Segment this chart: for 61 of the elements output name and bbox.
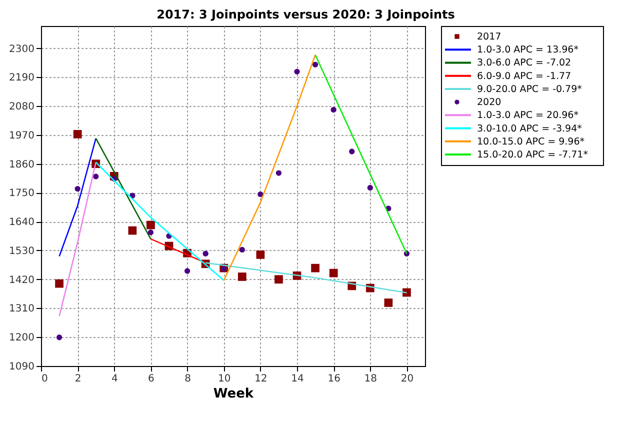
y-tick-label: 2300 — [9, 44, 34, 55]
point — [329, 268, 338, 278]
x-axis-title: Week — [213, 386, 254, 402]
point — [367, 184, 373, 191]
legend-label: 3.0-6.0 APC = -7.02 — [477, 58, 572, 69]
point — [184, 268, 190, 274]
y-tick-label: 2080 — [9, 102, 34, 113]
x-tick-label: 0 — [42, 374, 48, 384]
point — [93, 174, 99, 180]
x-tick-label: 16 — [328, 374, 340, 384]
line-series — [223, 54, 316, 282]
legend-label: 2020 — [477, 97, 502, 108]
y-tick-label: 1970 — [9, 130, 34, 142]
point — [258, 191, 264, 198]
point — [73, 130, 82, 138]
point — [294, 68, 300, 75]
point — [384, 298, 393, 307]
point — [146, 220, 155, 230]
legend-label: 15.0-20.0 APC = -7.71* — [477, 150, 588, 161]
point — [74, 186, 80, 192]
point — [128, 226, 137, 235]
x-tick-label: 6 — [148, 374, 154, 384]
legend-label: 1.0-3.0 APC = 20.96* — [477, 110, 579, 122]
y-tick-label: 1750 — [9, 188, 34, 200]
x-tick-label: 14 — [291, 374, 304, 384]
point — [349, 148, 355, 154]
point — [311, 264, 320, 272]
point — [330, 106, 336, 113]
x-tick-label: 10 — [218, 374, 231, 384]
chart-title: 2017: 3 Joinpoints versus 2020: 3 Joinpoints — [156, 8, 455, 22]
point — [202, 250, 208, 256]
y-tick-label: 1200 — [9, 332, 34, 344]
y-tick-label: 1860 — [9, 159, 34, 170]
y-tick-label: 1640 — [9, 217, 34, 228]
legend-label: 3.0-10.0 APC = -3.94* — [477, 123, 582, 134]
point — [148, 230, 154, 236]
y-tick-label: 1530 — [9, 246, 34, 257]
x-tick-label: 12 — [254, 374, 268, 384]
legend-label: 1.0-3.0 APC = 13.96* — [477, 44, 579, 56]
x-tick-label: 18 — [364, 374, 378, 384]
y-tick-label: 2190 — [9, 72, 34, 84]
point — [276, 170, 282, 176]
point — [238, 272, 246, 281]
point — [56, 334, 62, 340]
y-tick-label: 1090 — [9, 362, 34, 372]
x-tick-label: 2 — [74, 374, 82, 384]
x-tick-label: 8 — [184, 374, 191, 384]
y-tick-label: 1310 — [9, 304, 34, 315]
point — [312, 62, 318, 68]
legend-label: 10.0-15.0 APC = 9.96* — [477, 136, 585, 148]
legend-label: 2017 — [477, 31, 502, 42]
x-tick-label: 20 — [400, 374, 414, 384]
point — [256, 250, 265, 259]
legend-label: 9.0-20.0 APC = -0.79* — [477, 84, 582, 95]
legend-label: 6.0-9.0 APC = -1.77 — [477, 70, 572, 82]
x-tick-label: 4 — [111, 374, 118, 384]
point — [274, 275, 283, 284]
y-tick-label: 1420 — [9, 274, 34, 286]
point — [55, 279, 64, 288]
point — [239, 246, 245, 253]
point — [221, 266, 227, 272]
